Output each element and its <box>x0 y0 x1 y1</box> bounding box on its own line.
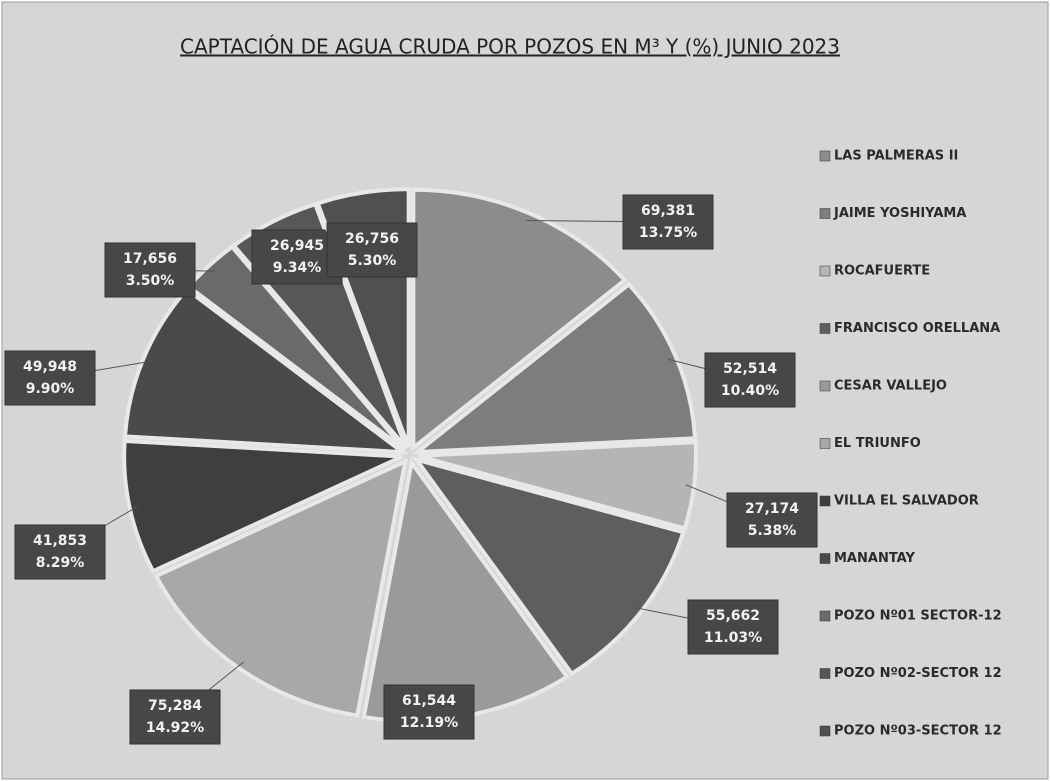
legend-label: POZO Nº02-SECTOR 12 <box>834 666 1002 681</box>
legend-swatch <box>819 208 831 219</box>
percentage-label: 14.92% <box>146 720 204 736</box>
chart-title: CAPTACIÓN DE AGUA CRUDA POR POZOS EN M³ … <box>180 35 840 59</box>
label-box <box>704 352 796 408</box>
label-box <box>104 242 196 298</box>
legend-swatch <box>819 725 831 737</box>
legend-label: MANANTAY <box>834 551 915 566</box>
legend-swatch <box>819 150 831 162</box>
pie-slice <box>411 456 686 677</box>
value-label: 41,853 <box>33 533 87 549</box>
legend-label: EL TRIUNFO <box>834 436 921 451</box>
value-label: 26,756 <box>345 231 399 247</box>
label-box <box>14 524 106 580</box>
label-box <box>622 194 714 250</box>
percentage-label: 13.75% <box>639 225 697 241</box>
value-label: 27,174 <box>745 501 799 517</box>
label-box <box>4 350 96 406</box>
percentage-label: 8.29% <box>36 555 85 571</box>
pie-slice <box>417 440 698 531</box>
percentage-label: 12.19% <box>400 715 458 731</box>
value-label: 69,381 <box>641 203 695 219</box>
legend-swatch <box>819 438 831 449</box>
legend-swatch <box>819 668 831 679</box>
pie-slice <box>153 457 408 718</box>
percentage-label: 3.50% <box>126 273 175 289</box>
percentage-label: 9.90% <box>26 381 75 397</box>
legend-swatch <box>819 380 831 392</box>
label-box <box>326 222 418 278</box>
label-box <box>383 684 475 740</box>
pie-slice <box>411 187 628 452</box>
legend-label: CESAR VALLEJO <box>834 379 947 394</box>
percentage-label: 9.34% <box>273 260 322 276</box>
pie-slice <box>411 281 698 455</box>
value-label: 17,656 <box>123 251 177 267</box>
legend-swatch <box>819 323 831 334</box>
percentage-label: 5.30% <box>348 253 397 269</box>
legend-label: VILLA EL SALVADOR <box>834 494 979 509</box>
legend-swatch <box>819 495 831 507</box>
value-label: 61,544 <box>402 693 456 709</box>
value-label: 55,662 <box>706 608 760 624</box>
legend-label: POZO Nº03-SECTOR 12 <box>834 724 1002 739</box>
value-label: 52,514 <box>723 361 777 377</box>
value-label: 75,284 <box>148 698 202 714</box>
pie-slice <box>122 438 403 574</box>
value-label: 26,945 <box>270 238 324 254</box>
legend-label: JAIME YOSHIYAMA <box>833 206 966 221</box>
legend-label: LAS PALMERAS II <box>834 149 958 164</box>
legend-swatch <box>819 265 831 277</box>
label-box <box>129 689 221 745</box>
value-label: 49,948 <box>23 359 77 375</box>
legend-label: FRANCISCO ORELLANA <box>834 321 1000 336</box>
percentage-label: 5.38% <box>748 523 797 539</box>
percentage-label: 10.40% <box>721 383 779 399</box>
legend-swatch <box>819 610 831 622</box>
legend-label: POZO Nº01 SECTOR-12 <box>834 609 1002 624</box>
label-box <box>726 492 818 548</box>
legend-swatch <box>819 553 831 564</box>
label-box <box>687 599 779 655</box>
legend-label: ROCAFUERTE <box>834 264 930 279</box>
pie-slice <box>122 286 410 455</box>
percentage-label: 11.03% <box>704 630 762 646</box>
